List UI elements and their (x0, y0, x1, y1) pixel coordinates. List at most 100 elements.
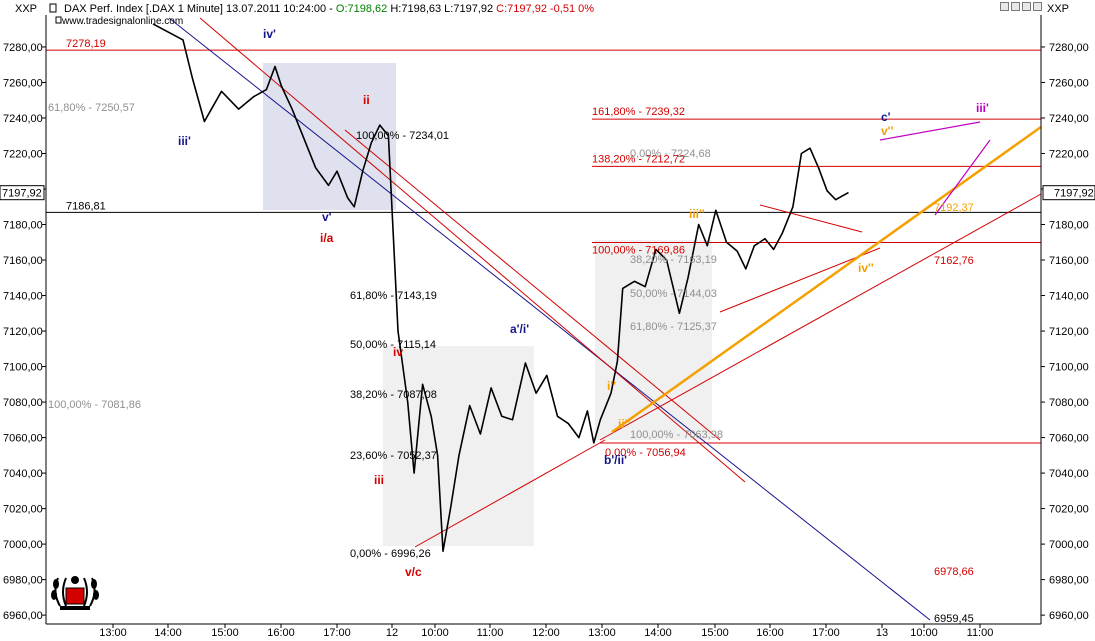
level-line-label: 0,00% - 7056,94 (605, 447, 686, 459)
wave-label: iii'' (689, 207, 705, 221)
y-tick-label-left: 7160,00 (3, 255, 43, 267)
y-tick-label-left: 7040,00 (3, 468, 43, 480)
y-tick-label-right: 6980,00 (1049, 575, 1089, 587)
y-tick-label-left: 7280,00 (3, 42, 43, 54)
level-price-label: 6978,66 (934, 566, 974, 578)
fib-level-label: 50,00% - 7115,14 (350, 339, 436, 351)
symbol-label-left: XXP (15, 3, 37, 15)
x-tick-label: 16:00 (267, 627, 295, 639)
window-scroll-left-button[interactable] (1000, 2, 1009, 11)
wave-label: a'/i' (510, 322, 529, 336)
y-tick-label-left: 7060,00 (3, 433, 43, 445)
wave-label: ii (363, 93, 370, 107)
wave-label: v' (322, 210, 332, 224)
magenta-line-upper (879, 121, 981, 141)
y-tick-label-right: 7040,00 (1049, 468, 1089, 480)
level-price-label: 6959,45 (934, 613, 974, 625)
shaded-zone-4 (595, 240, 712, 440)
y-tick-label-right: 7060,00 (1049, 433, 1089, 445)
y-tick-label-right: 7180,00 (1049, 220, 1089, 232)
fib-level-label: 61,80% - 7250,57 (48, 102, 135, 114)
level-line-label: 100,00% - 7169,86 (592, 245, 685, 257)
fib-level-label: 61,80% - 7143,19 (350, 290, 437, 302)
fib-level-label: 0,00% - 7224,68 (630, 148, 711, 160)
wave-label: iii (374, 473, 384, 487)
wave-label: iv'' (858, 261, 874, 275)
window-minimize-button[interactable] (1011, 2, 1020, 11)
x-tick-label: 10:00 (910, 627, 938, 639)
y-tick-label-left: 7240,00 (3, 113, 43, 125)
y-tick-label-right: 6960,00 (1049, 610, 1089, 622)
red-triangle-upper (759, 204, 863, 233)
x-tick-label: 13:00 (99, 627, 127, 639)
level-line-label: 138,20% - 7212,72 (592, 153, 685, 165)
x-tick-label: 15:00 (211, 627, 239, 639)
y-tick-label-right: 7160,00 (1049, 255, 1089, 267)
wave-label: ii'' (618, 417, 631, 431)
x-tick-label: 10:00 (421, 627, 449, 639)
y-tick-label-left: 7140,00 (3, 291, 43, 303)
level-price-label: 7162,76 (934, 255, 974, 267)
orange-trendline (611, 125, 1042, 434)
shaded-zone-3 (383, 346, 534, 546)
y-tick-label-right: 7240,00 (1049, 113, 1089, 125)
wave-label: v/c (405, 565, 422, 579)
y-tick-label-left: 6960,00 (3, 610, 43, 622)
y-tick-label-right: 7220,00 (1049, 148, 1089, 160)
x-tick-label: 13 (876, 627, 888, 639)
y-tick-label-right: 7020,00 (1049, 504, 1089, 516)
chart-title: DAX Perf. Index [.DAX 1 Minute] 13.07.20… (64, 3, 594, 15)
x-tick-label: 11:00 (967, 627, 994, 639)
x-tick-label: 12 (386, 627, 398, 639)
x-tick-label: 14:00 (644, 627, 672, 639)
last-price-tag-left (0, 185, 45, 201)
window-restore-button[interactable] (1022, 2, 1031, 11)
price-series-line (152, 23, 849, 552)
y-tick-label-right: 7260,00 (1049, 77, 1089, 89)
window-close-button[interactable] (1033, 2, 1042, 11)
wave-label: iv' (263, 27, 276, 41)
fib-level-label: 0,00% - 6996,26 (350, 548, 431, 560)
x-tick-label: 12:00 (532, 627, 560, 639)
magenta-line-steep (934, 139, 991, 216)
red-triangle-lower (719, 247, 881, 313)
last-price-tag-right (1042, 185, 1095, 201)
y-tick-label-left: 7120,00 (3, 326, 43, 338)
last-price-label-right: 7197,92 (1054, 188, 1094, 200)
x-tick-label: 14:00 (154, 627, 182, 639)
fib-level-label: 61,80% - 7125,37 (630, 321, 717, 333)
x-tick-label: 11:00 (477, 627, 504, 639)
y-tick-label-left: 7260,00 (3, 77, 43, 89)
laurel-logo (51, 576, 99, 610)
y-tick-label-right: 7100,00 (1049, 362, 1089, 374)
y-tick-label-right: 7000,00 (1049, 539, 1089, 551)
wave-label: iv (393, 345, 403, 359)
wave-label: i'' (607, 379, 616, 393)
y-tick-label-right: 7080,00 (1049, 397, 1089, 409)
symbol-label-right: XXP (1047, 3, 1069, 15)
red-uptrend-channel (599, 193, 1042, 441)
y-tick-label-left: 7100,00 (3, 362, 43, 374)
y-tick-label-left: 6980,00 (3, 575, 43, 587)
wave-label: i/a (320, 231, 334, 245)
watermark-url: www.tradesignalonline.com (61, 16, 183, 27)
y-tick-label-left: 7000,00 (3, 539, 43, 551)
y-tick-label-left: 7080,00 (3, 397, 43, 409)
fib-level-label: 23,60% - 7052,37 (350, 450, 437, 462)
y-tick-label-left: 7020,00 (3, 504, 43, 516)
x-tick-label: 13:00 (588, 627, 616, 639)
red-downtrend-upper (199, 17, 746, 483)
wave-label: iii' (976, 101, 989, 115)
wave-label: b'/ii' (604, 453, 627, 467)
red-downtrend-inner (344, 129, 721, 441)
y-tick-label-left: 7180,00 (3, 220, 43, 232)
level-line-label: 7278,19 (66, 38, 106, 50)
x-tick-label: 17:00 (812, 627, 840, 639)
level-line-label: 7186,81 (66, 200, 106, 212)
header-lock-icon (55, 16, 62, 24)
fib-level-label: 100,00% - 7081,86 (48, 399, 141, 411)
fib-level-label: 38,20% - 7087,08 (350, 389, 437, 401)
fib-level-label: 50,00% - 7144,03 (630, 288, 717, 300)
y-tick-label-left: 7220,00 (3, 148, 43, 160)
